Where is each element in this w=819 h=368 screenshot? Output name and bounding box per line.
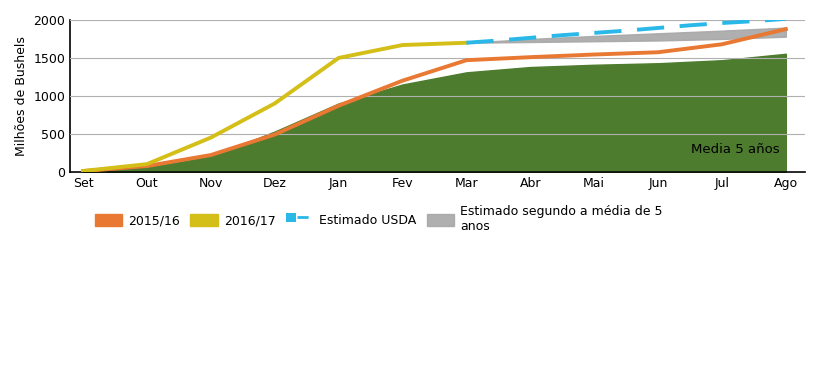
Text: Media 5 años: Media 5 años — [690, 143, 779, 156]
Legend: 2015/16, 2016/17, Estimado USDA, Estimado segundo a média de 5
anos: 2015/16, 2016/17, Estimado USDA, Estimad… — [89, 200, 667, 238]
Y-axis label: Milhões de Bushels: Milhões de Bushels — [15, 36, 28, 156]
